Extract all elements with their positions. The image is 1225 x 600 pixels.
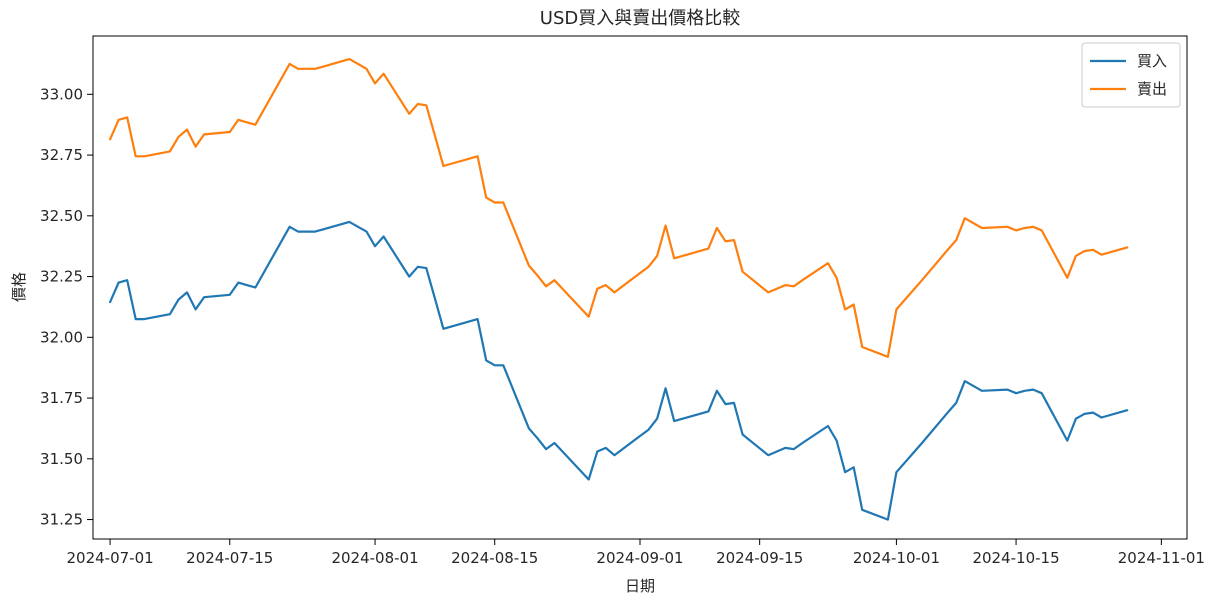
buy-series-line (108, 220, 1129, 521)
x-axis-ticks: 2024-07-01 2024-07-15 2024-08-01 2024-08-15… (67, 539, 1205, 567)
legend-label-buy: 買入 (1137, 52, 1167, 70)
x-tick-label: 2024-09-01 (596, 549, 683, 567)
y-tick-label: 31.75 (40, 389, 83, 407)
y-tick-label: 31.25 (40, 511, 83, 529)
x-axis-label: 日期 (625, 577, 655, 595)
y-tick-label: 31.50 (40, 450, 83, 468)
x-tick-label: 2024-09-15 (716, 549, 803, 567)
legend-label-sell: 賣出 (1137, 80, 1167, 98)
y-tick-label: 32.00 (40, 328, 83, 346)
chart-title: USD買入與賣出價格比較 (540, 8, 740, 29)
x-tick-label: 2024-08-15 (451, 549, 538, 567)
legend-box (1081, 42, 1181, 108)
x-tick-label: 2024-08-01 (331, 549, 418, 567)
x-tick-label: 2024-07-15 (186, 549, 273, 567)
x-tick-label: 2024-07-01 (67, 549, 154, 567)
x-tick-label: 2024-10-01 (853, 549, 940, 567)
x-tick-label: 2024-10-15 (972, 549, 1059, 567)
series-lines (108, 57, 1129, 521)
sell-series-line (108, 57, 1129, 358)
x-tick-label: 2024-11-01 (1118, 549, 1205, 567)
y-tick-label: 32.25 (40, 268, 83, 286)
legend: 買入 賣出 (1081, 42, 1181, 108)
y-tick-label: 32.50 (40, 207, 83, 225)
y-tick-label: 32.75 (40, 146, 83, 164)
y-axis-ticks: 31.25 31.50 31.75 32.00 32.25 32.50 32.75 33.00 (40, 85, 93, 529)
plot-area (92, 35, 1188, 540)
y-tick-label: 33.00 (40, 85, 83, 103)
y-axis-label: 價格 (10, 272, 28, 302)
